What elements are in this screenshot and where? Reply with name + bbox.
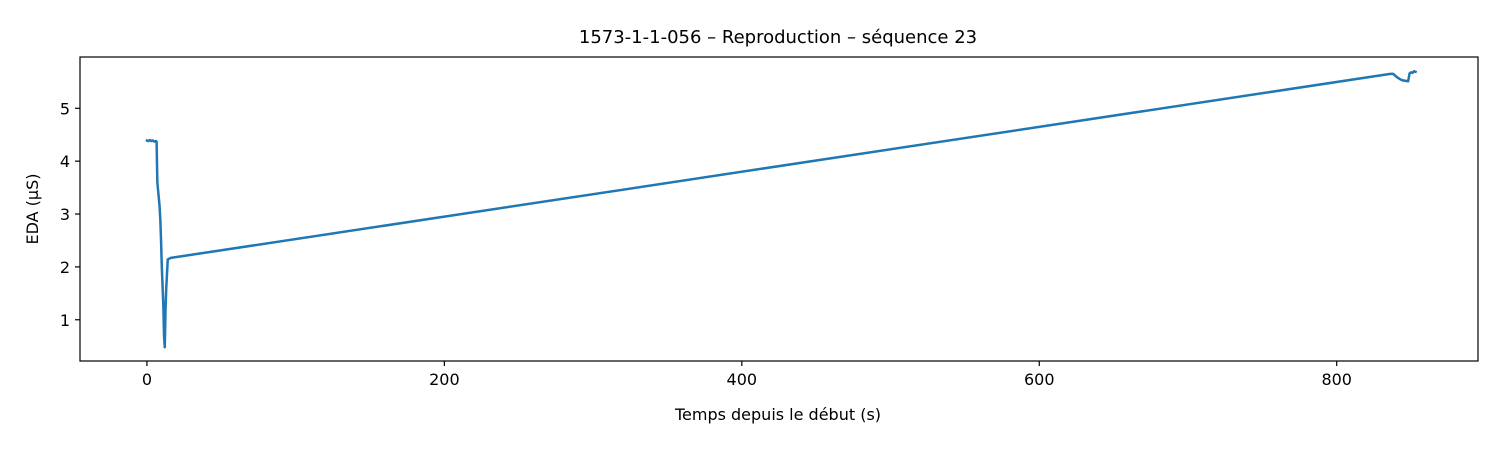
series-line-0	[147, 71, 1416, 347]
y-tick-label: 4	[60, 152, 70, 171]
y-tick-label: 2	[60, 258, 70, 277]
plot-area	[80, 57, 1478, 361]
x-tick-label: 600	[1024, 370, 1055, 389]
y-axis: 1 2 3 4 5	[60, 99, 80, 329]
y-tick-label: 5	[60, 99, 70, 118]
x-tick-label: 400	[727, 370, 758, 389]
y-tick-label: 3	[60, 205, 70, 224]
chart-title: 1573-1-1-056 – Reproduction – séquence 2…	[579, 27, 977, 48]
x-axis: 0 200 400 600 800	[142, 361, 1352, 389]
x-tick-label: 200	[429, 370, 460, 389]
plot-frame	[80, 57, 1478, 361]
x-axis-label: Temps depuis le début (s)	[674, 405, 881, 424]
y-tick-label: 1	[60, 311, 70, 330]
y-axis-label: EDA (µS)	[23, 174, 42, 245]
x-tick-label: 800	[1321, 370, 1352, 389]
x-tick-label: 0	[142, 370, 152, 389]
